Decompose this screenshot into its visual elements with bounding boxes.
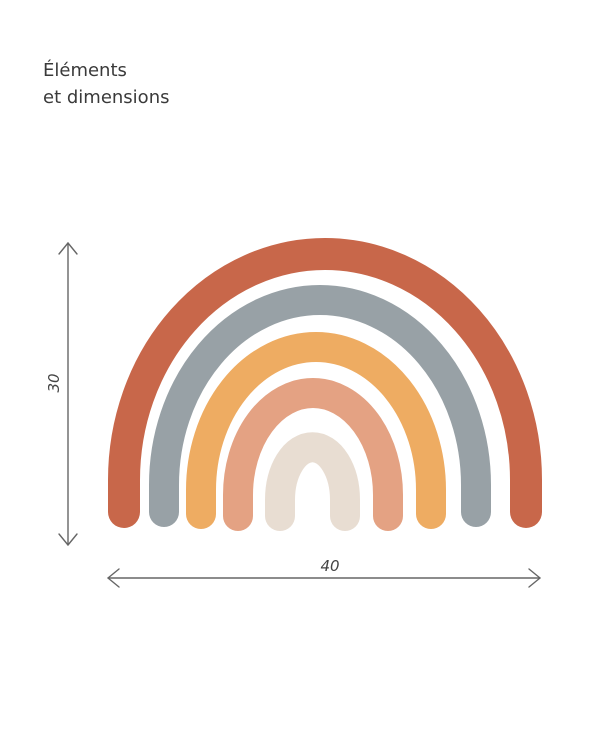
- width-label: 40: [320, 557, 339, 575]
- arrow-head: [528, 568, 541, 588]
- title-line: Éléments: [43, 59, 127, 81]
- band-terracotta: [108, 238, 542, 528]
- arrow-head: [58, 533, 78, 546]
- rainbow: [108, 238, 542, 531]
- title-line: et dimensions: [43, 87, 169, 108]
- width-arrow: 40: [107, 557, 541, 588]
- band-pink: [223, 378, 403, 531]
- arrow-head: [58, 242, 78, 255]
- arrow-head: [107, 568, 120, 588]
- band-orange: [186, 332, 446, 529]
- band-grey: [149, 285, 491, 527]
- height-arrow: 30: [45, 242, 78, 546]
- band-cream: [265, 432, 360, 531]
- height-label: 30: [45, 373, 63, 392]
